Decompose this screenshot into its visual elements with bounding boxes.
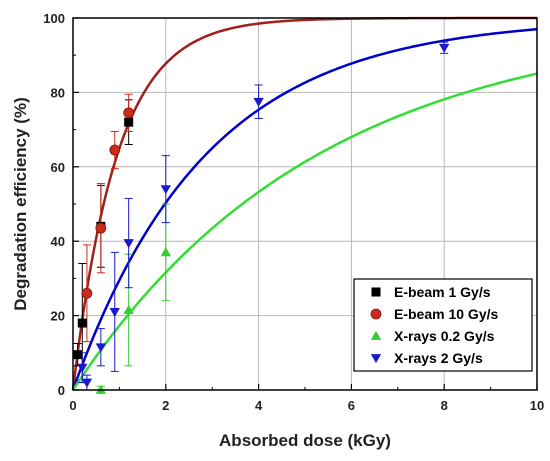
legend-marker	[370, 354, 382, 364]
data-point	[253, 97, 264, 107]
data-point	[109, 307, 120, 318]
y-tick-label: 100	[43, 11, 65, 26]
fit-curve	[71, 27, 538, 391]
data-point	[95, 222, 107, 234]
legend-box	[353, 278, 533, 372]
data-point	[77, 318, 87, 328]
data-point	[109, 144, 121, 156]
data-point	[160, 247, 171, 257]
data-point	[73, 350, 83, 360]
data-points	[73, 43, 450, 394]
data-point	[77, 363, 88, 373]
data-point	[123, 239, 134, 249]
y-tick-label: 60	[51, 160, 65, 175]
y-tick-label: 80	[51, 85, 65, 100]
data-point	[81, 378, 93, 388]
legend-marker	[371, 287, 381, 297]
x-tick-label: 10	[530, 398, 544, 413]
data-point	[439, 43, 450, 53]
legend-entry: E-beam 1 Gy/s	[394, 284, 491, 300]
data-point	[123, 304, 134, 314]
x-tick-label: 6	[348, 398, 355, 413]
data-point	[81, 287, 93, 299]
data-point	[160, 185, 171, 195]
y-axis-title: Degradation efficiency (%)	[11, 97, 30, 311]
legend-entry: X-rays 0.2 Gy/s	[394, 328, 495, 344]
x-axis-title: Absorbed dose (kGy)	[219, 431, 391, 450]
fit-curve	[71, 72, 538, 391]
data-point	[123, 107, 135, 119]
legend: E-beam 1 Gy/s E-beam 10 Gy/s X-rays 0.2 Gy…	[353, 278, 533, 372]
x-tick-label: 0	[69, 398, 76, 413]
y-tick-label: 20	[51, 309, 65, 324]
grid	[73, 18, 537, 390]
y-tick-label: 40	[51, 234, 65, 249]
x-tick-label: 2	[162, 398, 169, 413]
legend-marker	[370, 308, 382, 320]
legend-entry: E-beam 10 Gy/s	[394, 306, 498, 322]
data-point	[124, 117, 134, 127]
legend-entry: X-rays 2 Gy/s	[394, 350, 483, 366]
data-point	[95, 343, 107, 353]
x-tick-label: 4	[255, 398, 263, 413]
y-tick-label: 0	[58, 383, 65, 398]
legend-marker	[370, 330, 382, 340]
x-tick-label: 8	[441, 398, 448, 413]
